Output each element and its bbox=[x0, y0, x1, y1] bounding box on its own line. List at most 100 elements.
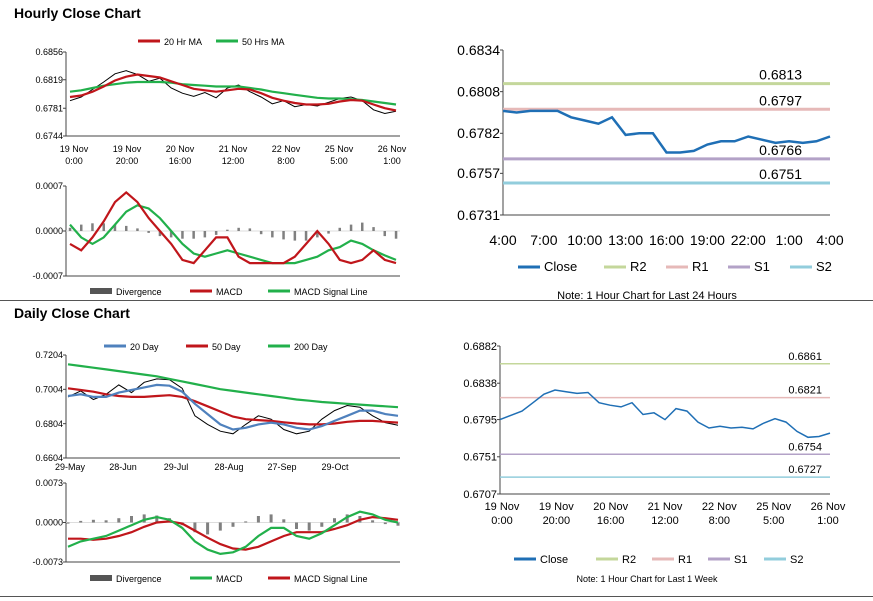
hourly-50hr-ma-line bbox=[69, 80, 397, 106]
daily-levels-xtick-time: 12:00 bbox=[651, 515, 679, 527]
daily-divergence-bar bbox=[130, 516, 133, 523]
daily-levels-xtick-date: 20 Nov bbox=[593, 501, 628, 513]
hourly-level-r2-label: 0.6813 bbox=[759, 67, 802, 83]
hourly-levels-xtick: 7:00 bbox=[530, 232, 557, 248]
daily-ma-xtick: 29-Jul bbox=[164, 462, 189, 472]
hourly-divergence-bar bbox=[226, 229, 229, 231]
hourly-macd-legend-label: MACD Signal Line bbox=[294, 287, 368, 297]
daily-levels-xtick-date: 25 Nov bbox=[756, 501, 791, 513]
hourly-divergence-bar bbox=[372, 227, 375, 231]
daily-divergence-bar bbox=[231, 522, 235, 527]
hourly-divergence-bar bbox=[80, 224, 83, 231]
daily-ma-xtick: 28-Aug bbox=[214, 462, 243, 472]
hourly-levels-ytick: 0.6782 bbox=[457, 125, 500, 141]
daily-levels-legend-label: S1 bbox=[734, 554, 747, 566]
hourly-divergence-bar bbox=[237, 227, 240, 231]
hourly-levels-xtick: 16:00 bbox=[649, 232, 684, 248]
daily-levels-xtick-date: 22 Nov bbox=[702, 501, 737, 513]
hourly-ma-xtick-time: 5:00 bbox=[330, 156, 348, 166]
daily-divergence-bar bbox=[320, 522, 324, 527]
hourly-divergence-bar bbox=[394, 231, 398, 239]
daily-macd-legend-label: Divergence bbox=[116, 574, 162, 584]
hourly-macd-legend-swatch bbox=[90, 288, 112, 294]
daily-macd-signal-line bbox=[68, 515, 399, 551]
daily-divergence-bar bbox=[218, 522, 222, 531]
daily-divergence-bar bbox=[117, 518, 121, 523]
hourly-ma-ytick: 0.6781 bbox=[35, 103, 63, 113]
daily-divergence-bar bbox=[91, 519, 95, 523]
daily-levels-legend-label: S2 bbox=[790, 554, 803, 566]
hourly-levels-legend-label: Close bbox=[544, 259, 577, 274]
daily-ma-xtick: 28-Jun bbox=[109, 462, 137, 472]
hourly-divergence-bar bbox=[293, 231, 297, 241]
daily-ma-ytick: 0.7004 bbox=[35, 384, 63, 394]
daily-levels-legend-label: Close bbox=[540, 554, 568, 566]
daily-macd-ytick: 0.0073 bbox=[35, 478, 63, 488]
hourly-divergence-bar bbox=[136, 228, 139, 231]
daily-levels-xtick-date: 19 Nov bbox=[485, 501, 520, 513]
daily-divergence-bar bbox=[256, 516, 260, 523]
daily-divergence-bar bbox=[155, 515, 159, 523]
daily-level-s1-label: 0.6754 bbox=[788, 441, 822, 453]
daily-200day-line bbox=[67, 363, 399, 409]
daily-macd-line bbox=[67, 510, 399, 556]
daily-divergence-bar bbox=[282, 519, 286, 523]
hourly-levels-ytick: 0.6731 bbox=[457, 207, 500, 223]
daily-levels-xtick-date: 21 Nov bbox=[648, 501, 683, 513]
hourly-level-r1-label: 0.6797 bbox=[759, 92, 802, 108]
daily-levels-legend-label: R1 bbox=[678, 554, 692, 566]
hourly-divergence-bar bbox=[361, 222, 364, 231]
hourly-ma-xtick-date: 26 Nov bbox=[378, 144, 407, 154]
hourly-ma-xtick-time: 8:00 bbox=[277, 156, 295, 166]
daily-divergence-bar bbox=[396, 522, 400, 526]
daily-macd-legend-swatch bbox=[90, 575, 112, 581]
hourly-macd-signal-line bbox=[69, 204, 397, 265]
hourly-levels-xtick: 13:00 bbox=[608, 232, 643, 248]
daily-divergence-bar bbox=[307, 522, 311, 531]
hourly-ma-xtick-date: 19 Nov bbox=[113, 144, 142, 154]
daily-divergence-bar bbox=[244, 521, 248, 523]
hourly-divergence-bar bbox=[282, 231, 285, 240]
hourly-divergence-bar bbox=[304, 231, 308, 241]
hourly-divergence-bar bbox=[248, 228, 252, 231]
daily-level-r1-label: 0.6821 bbox=[788, 385, 822, 397]
daily-ma-xtick: 29-Oct bbox=[321, 462, 349, 472]
daily-levels-xtick-time: 8:00 bbox=[709, 515, 730, 527]
daily-ma-legend-label: 20 Day bbox=[130, 342, 159, 352]
daily-levels-legend-label: R2 bbox=[622, 554, 636, 566]
section-divider bbox=[0, 300, 873, 301]
hourly-close-line bbox=[502, 109, 831, 154]
daily-price-line bbox=[67, 378, 399, 435]
hourly-divergence-bar bbox=[383, 231, 386, 237]
hourly-ma-xtick-date: 21 Nov bbox=[219, 144, 248, 154]
daily-level-s2-label: 0.6727 bbox=[788, 464, 822, 476]
hourly-divergence-bar bbox=[158, 231, 162, 237]
hourly-levels-legend-label: S1 bbox=[754, 259, 770, 274]
daily-ma-ytick: 0.6604 bbox=[35, 453, 63, 463]
hourly-levels-xtick: 1:00 bbox=[776, 232, 803, 248]
daily-macd-ytick: -0.0073 bbox=[32, 557, 63, 567]
hourly-ma-ytick: 0.6744 bbox=[35, 131, 63, 141]
hourly-ma-xtick-time: 12:00 bbox=[222, 156, 245, 166]
hourly-ma-xtick-time: 1:00 bbox=[383, 156, 401, 166]
daily-divergence-bar bbox=[206, 522, 210, 535]
hourly-level-s2-label: 0.6751 bbox=[759, 166, 802, 182]
hourly-ma-xtick-date: 25 Nov bbox=[325, 144, 354, 154]
daily-macd-legend-label: MACD bbox=[216, 574, 243, 584]
daily-levels-ytick: 0.6795 bbox=[463, 414, 497, 426]
daily-macd-ytick: 0.0000 bbox=[35, 518, 63, 528]
daily-ma-legend-label: 50 Day bbox=[212, 342, 241, 352]
daily-ma-xtick: 29-May bbox=[55, 462, 86, 472]
hourly-levels-legend-label: S2 bbox=[816, 259, 832, 274]
daily-divergence-bar bbox=[104, 520, 108, 523]
hourly-ma-ytick: 0.6856 bbox=[35, 47, 63, 57]
hourly-divergence-bar bbox=[113, 224, 117, 231]
daily-levels-ytick: 0.6882 bbox=[463, 341, 497, 353]
hourly-ma-xtick-time: 20:00 bbox=[116, 156, 139, 166]
hourly-divergence-bar bbox=[169, 231, 173, 238]
daily-divergence-bar bbox=[345, 514, 349, 523]
daily-ma-xtick: 27-Sep bbox=[267, 462, 296, 472]
daily-50day-line bbox=[67, 387, 399, 426]
hourly-divergence-bar bbox=[214, 231, 218, 235]
